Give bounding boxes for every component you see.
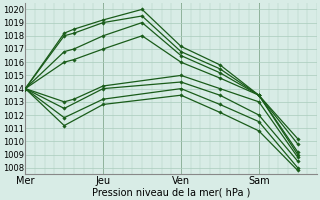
X-axis label: Pression niveau de la mer( hPa ): Pression niveau de la mer( hPa ) [92, 187, 251, 197]
